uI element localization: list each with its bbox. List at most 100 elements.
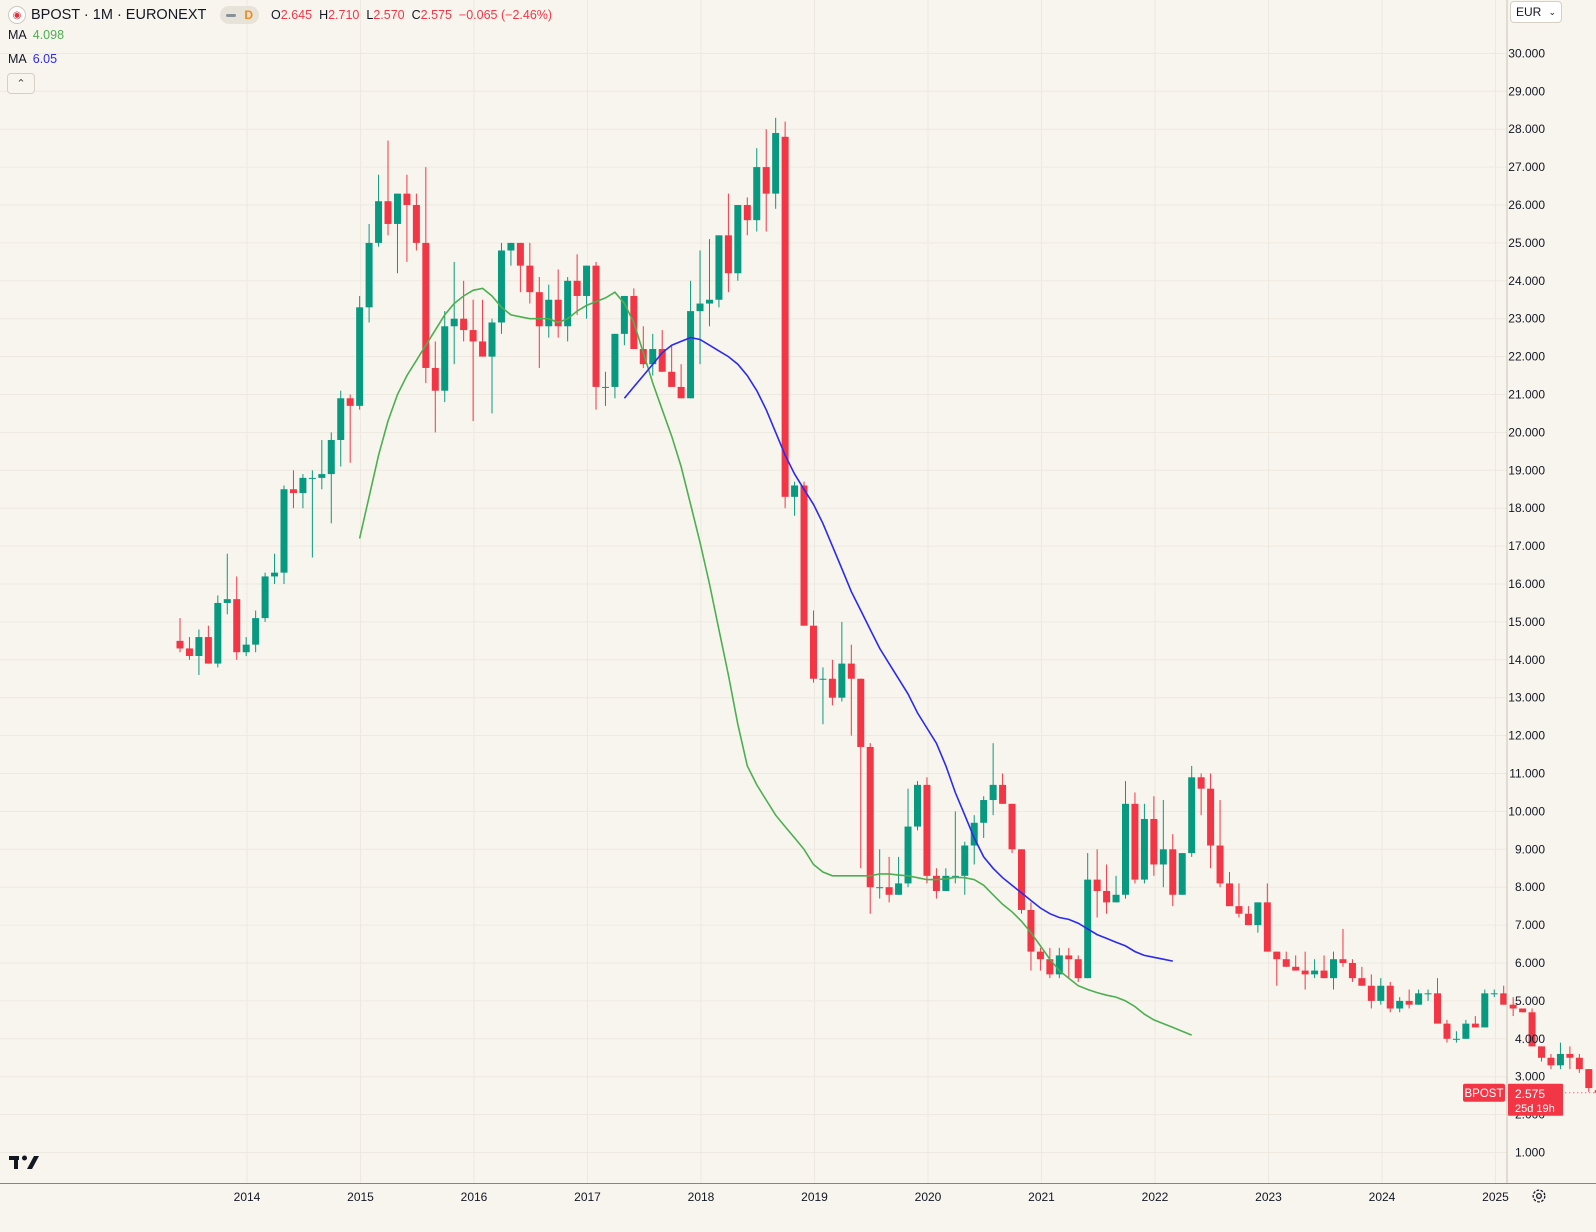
candle[interactable] [1282,951,1290,967]
candle[interactable] [1443,1019,1451,1043]
candle[interactable] [337,390,345,467]
candle[interactable] [904,788,912,888]
candle[interactable] [1197,773,1205,816]
candle[interactable] [1377,978,1385,1005]
candle[interactable] [743,197,751,236]
candle[interactable] [1122,781,1129,899]
candle[interactable] [1263,883,1271,952]
candle[interactable] [715,235,723,308]
candle[interactable] [772,117,780,209]
settings-gear-icon[interactable] [1530,1187,1548,1205]
candle[interactable] [1594,1088,1596,1093]
candle[interactable] [327,432,335,524]
candle[interactable] [1528,1008,1536,1047]
candle[interactable] [1490,989,1498,998]
candle[interactable] [1169,834,1177,907]
candle[interactable] [1273,951,1281,986]
candle[interactable] [1150,796,1158,876]
candle[interactable] [204,625,212,664]
candle[interactable] [1396,997,1404,1013]
candle[interactable] [516,242,524,293]
candle[interactable] [1074,955,1082,982]
candle[interactable] [1244,906,1252,926]
candle[interactable] [1301,951,1309,990]
candle[interactable] [1036,947,1044,971]
candle[interactable] [214,595,222,668]
candle[interactable] [403,174,411,262]
candle[interactable] [526,242,534,304]
candle[interactable] [1339,928,1347,967]
candle[interactable] [497,242,505,334]
candle[interactable] [791,481,799,516]
candle[interactable] [1575,1053,1583,1073]
candle[interactable] [1093,849,1101,918]
candle[interactable] [1065,947,1073,979]
ma-short-line[interactable] [358,287,1193,1036]
candle[interactable] [1311,959,1319,979]
candle[interactable] [195,629,203,675]
candle[interactable] [1254,902,1262,933]
candle[interactable] [705,239,713,327]
candle[interactable] [781,121,789,509]
candle[interactable] [838,621,846,702]
candle[interactable] [649,333,657,376]
candle[interactable] [809,610,817,683]
candle[interactable] [412,193,420,251]
currency-selector[interactable]: EUR ⌄ [1510,1,1562,23]
price-axis[interactable]: 1.0002.0003.0004.0005.0006.0007.0008.000… [1506,0,1545,1183]
candle[interactable] [308,470,316,558]
time-axis[interactable]: 2014 2015 2016 2017 2018 2019 2020 2021 2022 2023… [0,1183,1596,1205]
candle[interactable] [857,678,865,869]
candle[interactable] [1415,989,1423,1005]
candle[interactable] [1509,997,1517,1017]
candle[interactable] [1178,853,1186,895]
candle[interactable] [999,773,1007,804]
candle[interactable] [1367,974,1375,1009]
candle[interactable] [819,667,827,725]
candle[interactable] [261,572,269,622]
candle[interactable] [280,485,288,584]
candle[interactable] [488,318,496,414]
candle[interactable] [479,299,487,357]
candle[interactable] [1008,803,1016,854]
candle[interactable] [1292,955,1300,971]
candle[interactable] [375,174,383,247]
candle[interactable] [1452,1031,1460,1043]
candle[interactable] [346,394,354,463]
candle[interactable] [961,841,969,895]
candle[interactable] [753,148,761,232]
candle[interactable] [1405,989,1413,1009]
indicator-ma-short[interactable]: MA 4.098 [8,28,64,42]
candle[interactable] [1538,1046,1546,1062]
candle[interactable] [601,371,609,406]
candle[interactable] [469,299,477,422]
candle[interactable] [1159,800,1167,888]
candle[interactable] [970,815,978,865]
candle[interactable] [422,167,430,384]
candle[interactable] [923,777,931,884]
candle[interactable] [639,326,647,368]
interval-badge[interactable]: D [220,6,260,24]
candle[interactable] [460,280,468,342]
candle[interactable] [1131,792,1139,884]
tradingview-logo-icon[interactable] [9,1154,41,1175]
candle[interactable] [450,261,458,365]
candle[interactable] [800,481,808,626]
candle[interactable] [1103,864,1111,914]
candle[interactable] [1084,853,1092,979]
candle[interactable] [687,280,695,399]
candle[interactable] [1017,849,1025,914]
candle[interactable] [535,277,543,368]
candle[interactable] [185,637,193,660]
candle[interactable] [233,576,241,660]
candle[interactable] [242,637,250,657]
candle[interactable] [1112,875,1120,903]
candle[interactable] [1330,951,1338,990]
candle[interactable] [1046,947,1054,979]
candle[interactable] [658,330,666,372]
candle[interactable] [583,265,591,319]
ma-long-line[interactable] [623,336,1173,962]
candle[interactable] [1226,872,1234,907]
candle[interactable] [989,743,997,816]
candle[interactable] [980,796,988,838]
